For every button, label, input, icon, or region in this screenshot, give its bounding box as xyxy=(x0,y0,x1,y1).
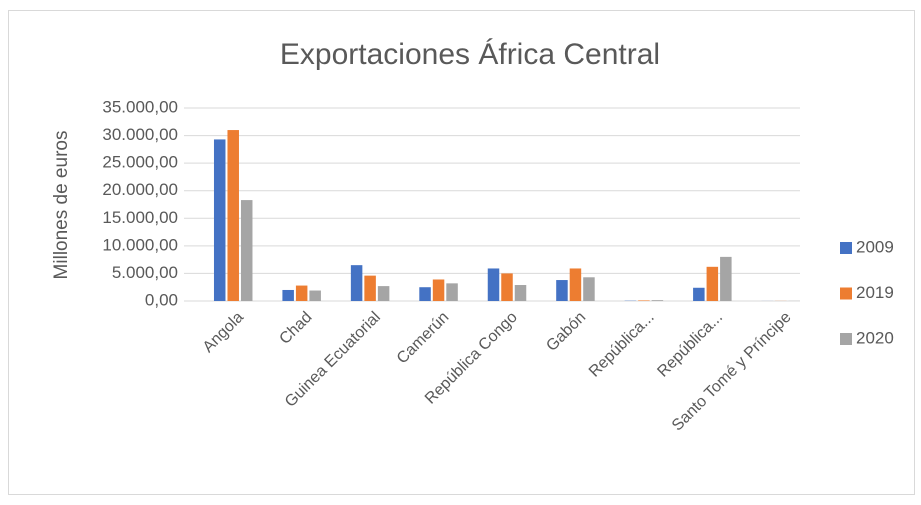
y-tick-label: 20.000,00 xyxy=(102,180,178,199)
bar xyxy=(501,273,513,301)
bar xyxy=(309,291,321,301)
legend-label: 2020 xyxy=(856,328,894,347)
bar xyxy=(720,257,732,301)
bar xyxy=(282,290,294,301)
legend-label: 2019 xyxy=(856,283,894,302)
bar xyxy=(583,277,595,301)
y-axis-label: Millones de euros xyxy=(51,131,72,280)
bar xyxy=(652,300,664,301)
bar xyxy=(638,300,650,301)
bar xyxy=(364,276,376,301)
y-tick-label: 0,00 xyxy=(145,290,178,309)
bar xyxy=(570,268,582,301)
y-tick-label: 10.000,00 xyxy=(102,235,178,254)
bar xyxy=(693,288,705,301)
bar xyxy=(214,139,226,301)
y-tick-label: 15.000,00 xyxy=(102,208,178,227)
legend-label: 2009 xyxy=(856,237,894,256)
bar xyxy=(351,265,363,301)
bar xyxy=(707,267,719,301)
bar xyxy=(419,287,431,301)
legend-swatch xyxy=(840,242,852,254)
bar xyxy=(378,286,390,301)
bar xyxy=(515,285,527,301)
bar xyxy=(227,130,239,301)
bar xyxy=(488,268,500,301)
y-tick-label: 25.000,00 xyxy=(102,153,178,172)
bar xyxy=(296,286,308,301)
y-tick-label: 5.000,00 xyxy=(112,263,178,282)
legend-swatch xyxy=(840,288,852,300)
y-tick-label: 35.000,00 xyxy=(102,97,178,116)
bar xyxy=(556,280,568,301)
bar xyxy=(241,200,253,301)
bar xyxy=(446,283,458,301)
y-tick-label: 30.000,00 xyxy=(102,125,178,144)
bar xyxy=(433,279,445,301)
chart-title: Exportaciones África Central xyxy=(280,38,660,71)
legend-swatch xyxy=(840,333,852,345)
